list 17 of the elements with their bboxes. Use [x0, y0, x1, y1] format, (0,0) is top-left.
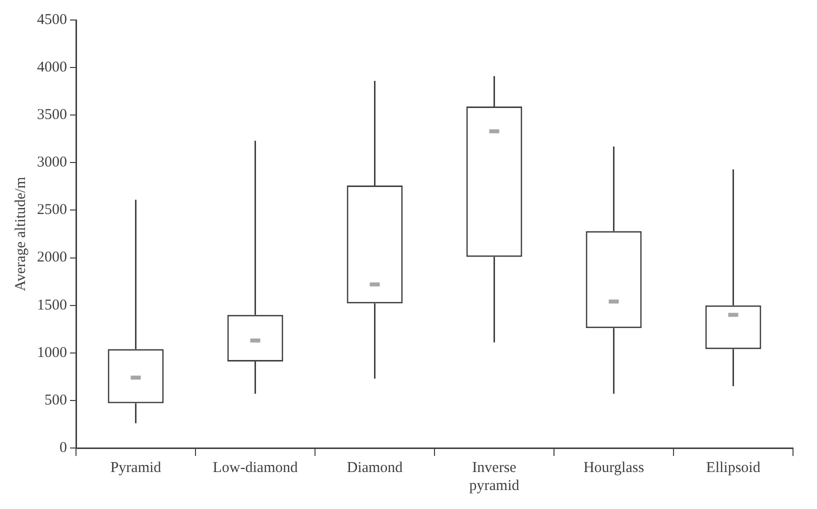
- y-tick-label: 0: [60, 440, 67, 456]
- x-tick-label: Diamond: [346, 460, 404, 476]
- x-tick-label: Inverse pyramid: [469, 460, 520, 494]
- y-tick-label: 2500: [37, 202, 67, 218]
- y-tick-label: 1000: [37, 344, 67, 361]
- y-tick-label: 3000: [37, 154, 67, 171]
- x-tick-label: Hourglass: [583, 460, 644, 476]
- y-tick-label: 1500: [37, 297, 67, 314]
- y-tick-label: 3500: [37, 107, 67, 124]
- y-axis-title: Average altitude/m: [12, 176, 29, 292]
- y-tick-label: 4000: [37, 59, 67, 76]
- x-tick-label: Ellipsoid: [706, 460, 761, 476]
- x-tick-label: Pyramid: [110, 460, 162, 476]
- y-tick-label: 500: [44, 392, 67, 408]
- x-tick-label: Low-diamond: [212, 460, 298, 476]
- y-tick-label: 4500: [37, 12, 67, 28]
- y-tick-label: 2000: [37, 250, 67, 266]
